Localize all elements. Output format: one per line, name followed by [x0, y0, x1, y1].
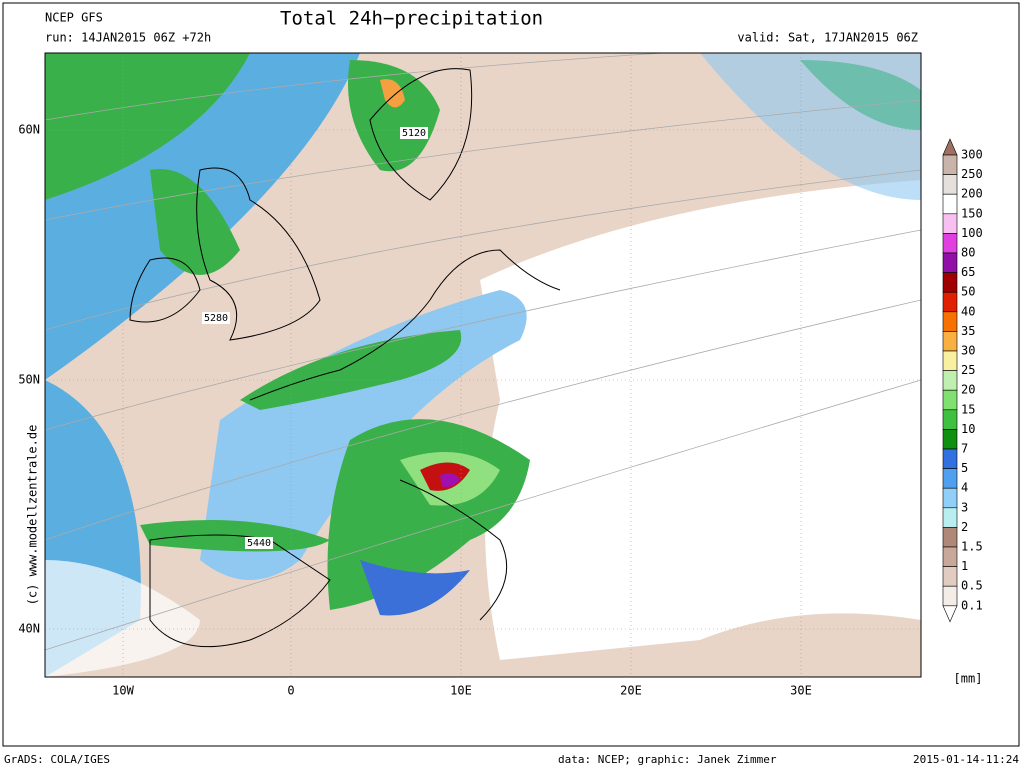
- contour-label-box: [202, 312, 230, 324]
- map-title: Total 24h−precipitation: [280, 8, 543, 30]
- lat-label: 40N: [18, 622, 40, 636]
- legend-box: [942, 331, 958, 352]
- contour-labels: 5120 5280 5440: [202, 127, 428, 549]
- legend-bottom-triangle: [942, 605, 958, 623]
- legend-box: [942, 233, 958, 254]
- legend-level: 1.5: [961, 540, 983, 554]
- legend-level: 40: [961, 304, 975, 318]
- lon-label: 10E: [450, 684, 472, 698]
- lon-label: 10W: [112, 684, 134, 698]
- legend-box: [942, 291, 958, 313]
- legend-box: [942, 193, 958, 215]
- legend-level: 80: [961, 246, 975, 260]
- model-name: NCEP GFS: [45, 11, 103, 25]
- color-legend: 300 250 200 150 100 80 65 50 40 35 30 25 20 15 10 7 5 4 3 2…: [942, 138, 983, 623]
- legend-level: 35: [961, 324, 975, 338]
- legend-level: 1: [961, 559, 968, 573]
- legend-level: 30: [961, 344, 975, 358]
- legend-level: 3: [961, 500, 968, 514]
- contour-label: 5440: [247, 538, 271, 549]
- lat-label: 50N: [18, 373, 40, 387]
- outer-frame: [2, 2, 1020, 747]
- legend-box: [942, 350, 958, 371]
- legend-level: 2: [961, 520, 968, 534]
- legend-level: 25: [961, 363, 975, 377]
- legend-level: 20: [961, 383, 975, 397]
- legend-level: 7: [961, 442, 968, 456]
- footer-timestamp: 2015-01-14-11:24: [913, 753, 1019, 766]
- map-frame: [44, 52, 922, 678]
- legend-box: [942, 409, 958, 430]
- legend-level: 4: [961, 481, 968, 495]
- legend-box: [942, 389, 958, 411]
- legend-level: 0.5: [961, 579, 983, 593]
- legend-box: [942, 546, 958, 567]
- contour-label-box: [245, 537, 273, 549]
- contour-label: 5280: [204, 313, 228, 324]
- lon-label: 0: [287, 684, 294, 698]
- legend-level: 10: [961, 422, 975, 436]
- lon-label: 30E: [790, 684, 812, 698]
- legend-box: [942, 487, 958, 509]
- legend-box: [942, 585, 958, 607]
- legend-level: 15: [961, 402, 975, 416]
- lon-label: 20E: [620, 684, 642, 698]
- legend-level: 150: [961, 206, 983, 220]
- map-field: [45, 53, 921, 677]
- legend-box: [942, 507, 958, 528]
- legend-level: 0.1: [961, 598, 983, 612]
- valid-time: valid: Sat, 17JAN2015 06Z: [737, 31, 918, 45]
- legend-box: [942, 527, 958, 548]
- legend-box: [942, 448, 958, 469]
- legend-level: 50: [961, 285, 975, 299]
- legend-box: [942, 272, 958, 293]
- legend-box: [942, 370, 958, 391]
- legend-top-triangle: [942, 138, 958, 156]
- legend-box: [942, 429, 958, 450]
- legend-level: 5: [961, 461, 968, 475]
- watermark: (c) www.modellzentrale.de: [26, 425, 40, 606]
- legend-level: 200: [961, 187, 983, 201]
- legend-box: [942, 468, 958, 489]
- legend-box: [942, 566, 958, 587]
- unit-label: [mm]: [954, 672, 983, 686]
- footer-software: GrADS: COLA/IGES: [4, 753, 110, 766]
- legend-box: [942, 311, 958, 332]
- contour-label-box: [400, 127, 428, 139]
- legend-level: 65: [961, 265, 975, 279]
- axis-labels: 60N 50N 40N 10W 0 10E 20E 30E: [18, 123, 812, 698]
- legend-box: [942, 154, 958, 175]
- contour-label: 5120: [402, 128, 426, 139]
- footer-credit: data: NCEP; graphic: Janek Zimmer: [558, 753, 777, 766]
- legend-box: [942, 213, 958, 234]
- legend-level: 250: [961, 167, 983, 181]
- legend-level: 100: [961, 226, 983, 240]
- legend-box: [942, 252, 958, 273]
- lat-label: 60N: [18, 123, 40, 137]
- run-info: run: 14JAN2015 06Z +72h: [45, 31, 211, 45]
- legend-box: [942, 174, 958, 195]
- legend-level: 300: [961, 148, 983, 162]
